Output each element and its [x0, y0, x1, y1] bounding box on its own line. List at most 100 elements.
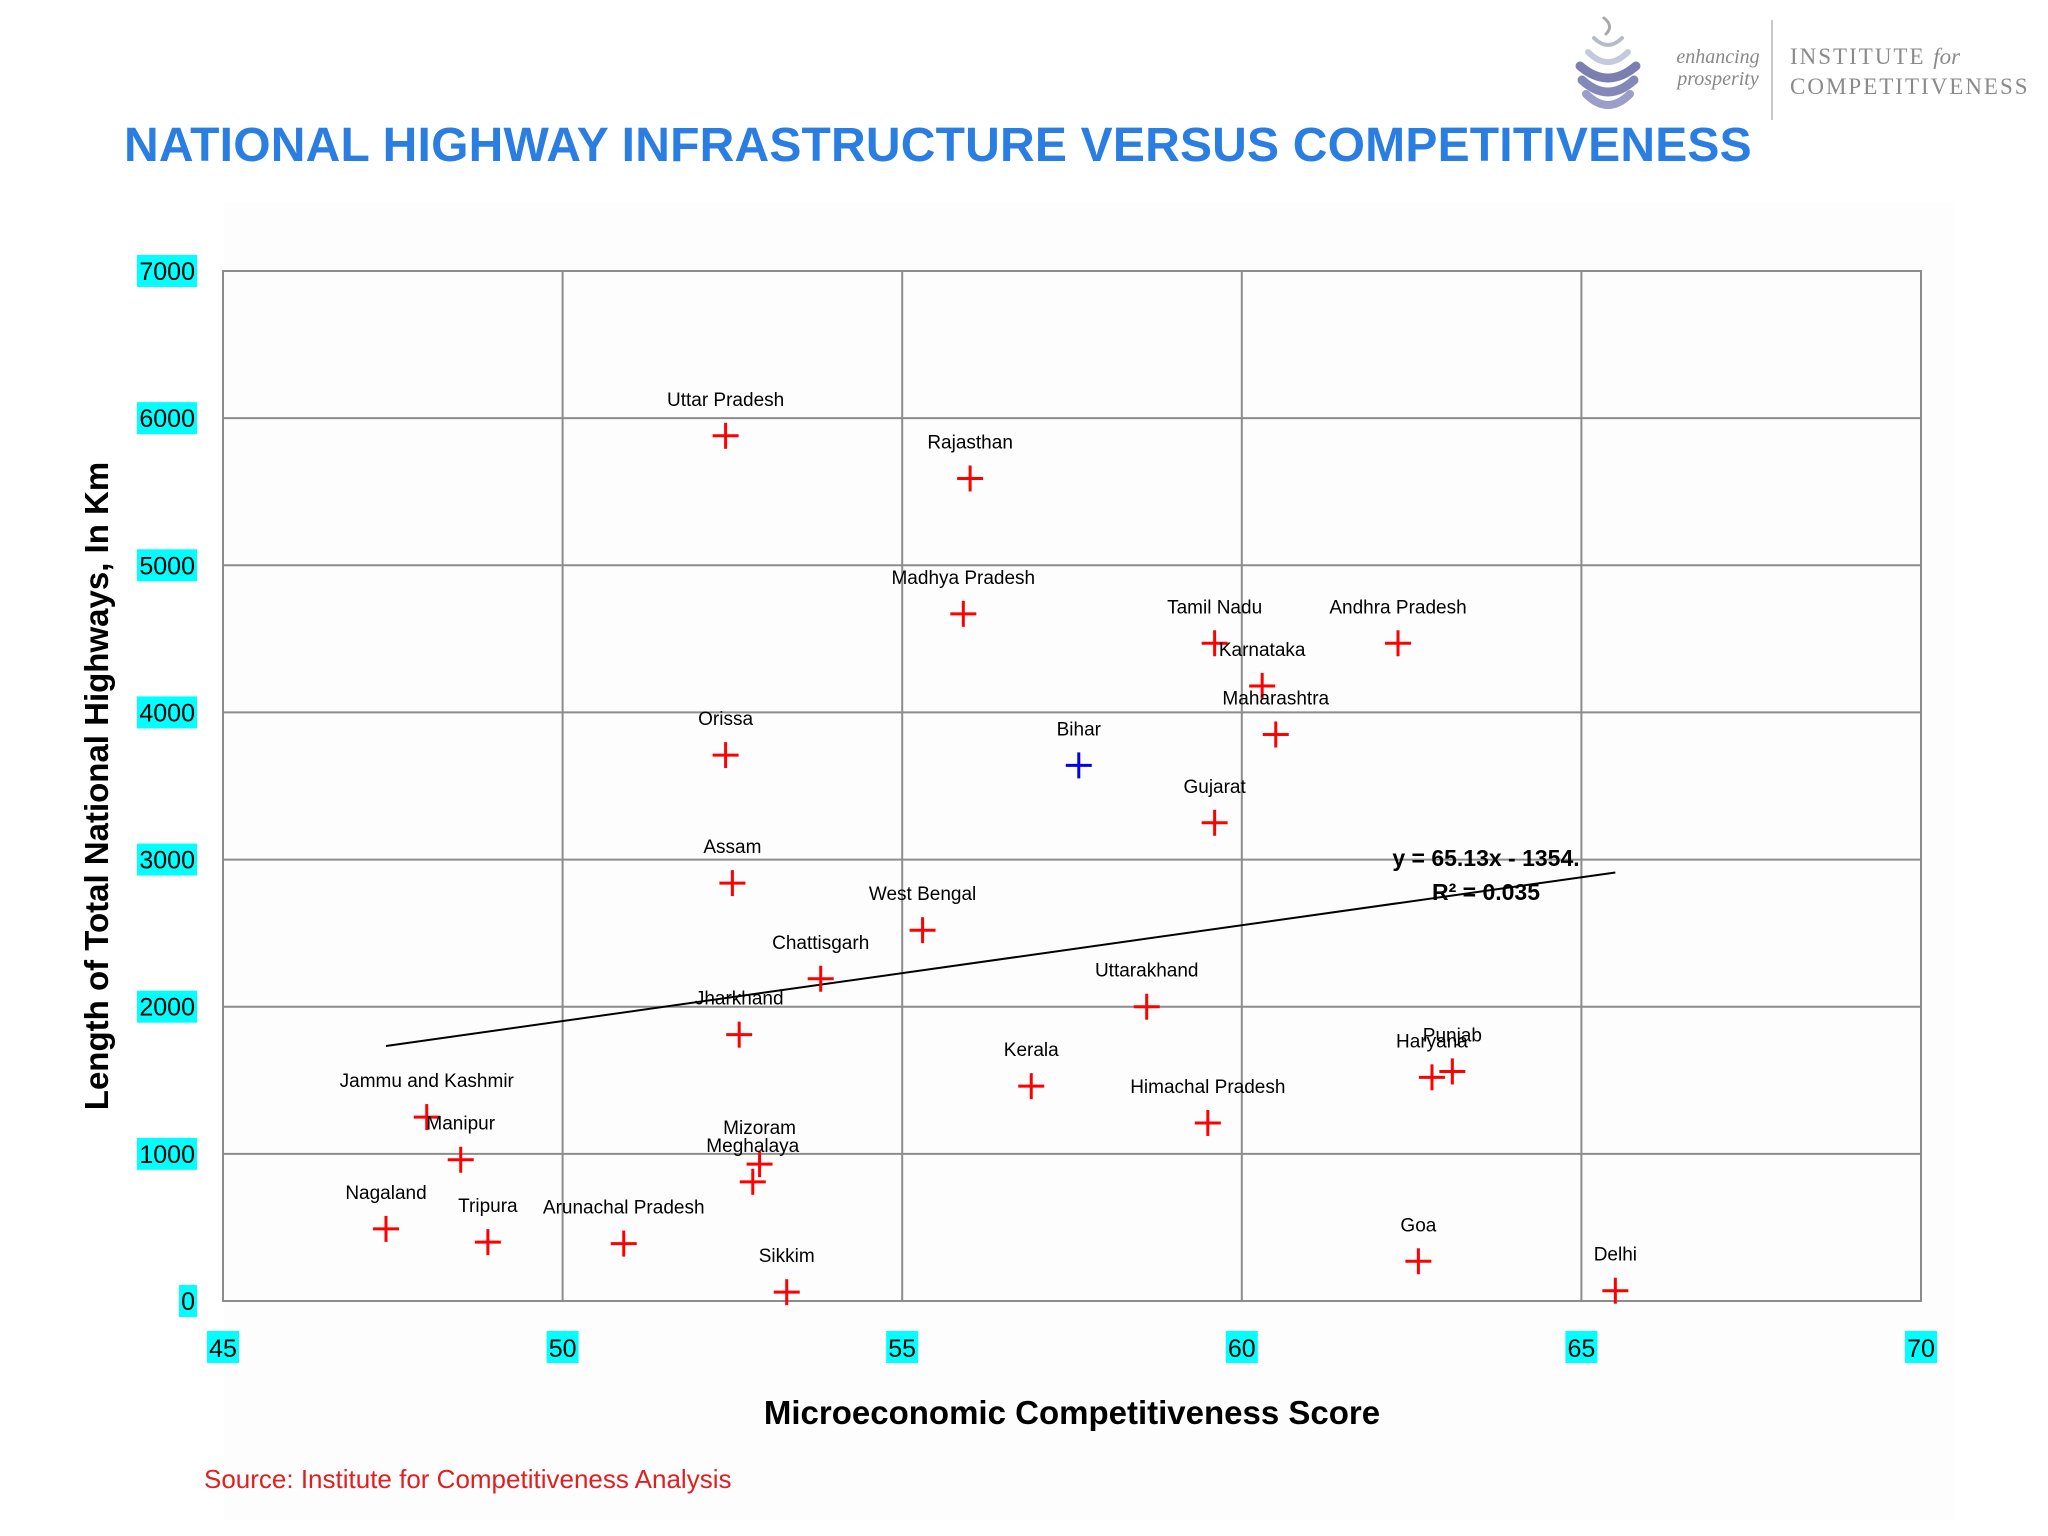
y-tick-label: 7000: [139, 258, 195, 286]
data-point: Orissa: [698, 709, 753, 769]
institute-logo: enhancing prosperity INSTITUTE for COMPE…: [1558, 8, 2038, 128]
x-tick-label: 55: [888, 1335, 916, 1363]
logo-divider: [1771, 20, 1773, 120]
trendline-r-squared: R² = 0.035: [1432, 879, 1540, 905]
y-tick-label-bg: [137, 402, 197, 435]
data-point: Tripura: [458, 1196, 518, 1256]
y-tick-label-bg: [137, 255, 197, 287]
point-label: Sikkim: [759, 1246, 815, 1267]
x-tick-label-bg: [886, 1331, 919, 1363]
data-point: Rajasthan: [927, 432, 1013, 492]
y-tick-label: 5000: [139, 552, 195, 580]
y-tick-label: 2000: [139, 994, 195, 1022]
data-point: Mizoram: [723, 1118, 796, 1178]
data-point: Assam: [703, 837, 761, 897]
point-label: Andhra Pradesh: [1329, 597, 1466, 618]
x-tick-label: 50: [549, 1335, 577, 1363]
y-tick-label: 0: [181, 1288, 195, 1316]
point-label: Assam: [703, 837, 761, 858]
point-label: Rajasthan: [927, 432, 1013, 453]
y-tick-label: 3000: [139, 847, 195, 875]
point-label: Haryana: [1396, 1031, 1468, 1052]
point-label: Karnataka: [1219, 640, 1306, 661]
data-point: Andhra Pradesh: [1329, 597, 1467, 657]
trendline: [385, 871, 1616, 1047]
data-point: Maharashtra: [1222, 689, 1330, 748]
point-label: West Bengal: [869, 884, 976, 905]
chart-points: Uttar Pradesh Rajasthan Madhya Pradesh Tami…: [340, 390, 1637, 1306]
x-tick-label-bg: [1905, 1331, 1937, 1363]
data-point: Kerala: [1004, 1040, 1059, 1100]
x-tick-label-bg: [1225, 1331, 1258, 1363]
point-label: Uttar Pradesh: [667, 390, 784, 411]
x-tick-label-bg: [546, 1331, 579, 1363]
data-point: Haryana: [1396, 1031, 1468, 1091]
logo-tagline: enhancing prosperity: [1676, 46, 1760, 90]
y-tick-label: 1000: [139, 1141, 195, 1169]
trendline-equation: y = 65.13x - 1354.: [1392, 845, 1579, 871]
y-tick-label: 6000: [139, 405, 195, 433]
point-label: Goa: [1400, 1215, 1436, 1236]
data-point: Nagaland: [345, 1183, 427, 1242]
point-label: Punjab: [1423, 1025, 1482, 1046]
data-point: Gujarat: [1183, 777, 1247, 836]
chart-backdrop: [224, 202, 1954, 1520]
point-label: Jharkhand: [695, 989, 784, 1010]
point-label: Uttarakhand: [1095, 961, 1199, 982]
chart-ticks: 45 50 55 60 65 70 0 1000 2000 3000 4000 5000 6000 700…: [137, 255, 1937, 1363]
data-point: Uttarakhand: [1095, 961, 1199, 1020]
x-axis-label: Microeconomic Competitiveness Score: [764, 1394, 1380, 1431]
x-tick-label-bg: [207, 1331, 239, 1363]
point-label: Chattisgarh: [772, 933, 869, 954]
point-label: Kerala: [1004, 1040, 1059, 1061]
data-point: Bihar: [1057, 719, 1102, 779]
logo-name: INSTITUTE for COMPETITIVENESS: [1790, 44, 2030, 99]
data-point: Sikkim: [759, 1246, 815, 1306]
data-point: West Bengal: [869, 884, 976, 944]
point-label: Maharashtra: [1222, 689, 1329, 710]
point-label: Himachal Pradesh: [1130, 1077, 1285, 1098]
data-point: Tamil Nadu: [1167, 597, 1262, 657]
data-point: Meghalaya: [706, 1136, 800, 1195]
point-label: Orissa: [698, 709, 753, 730]
point-label: Manipur: [426, 1114, 495, 1135]
y-tick-label-bg: [137, 1137, 197, 1170]
point-label: Nagaland: [345, 1183, 426, 1204]
point-label: Tripura: [458, 1196, 518, 1217]
source-note: Source: Institute for Competitiveness An…: [204, 1464, 732, 1494]
data-point: Arunachal Pradesh: [543, 1198, 705, 1257]
point-label: Arunachal Pradesh: [543, 1198, 705, 1219]
data-point: Punjab: [1423, 1025, 1482, 1085]
x-tick-label: 65: [1567, 1335, 1595, 1363]
y-axis-label: Length of Total National Highways, In Km: [78, 462, 115, 1110]
data-point: Chattisgarh: [772, 933, 869, 992]
point-label: Mizoram: [723, 1118, 796, 1139]
point-label: Jammu and Kashmir: [340, 1071, 515, 1092]
data-point: Manipur: [426, 1114, 496, 1173]
point-label: Tamil Nadu: [1167, 597, 1262, 618]
data-point: Jharkhand: [695, 989, 784, 1048]
x-tick-label: 70: [1907, 1335, 1935, 1363]
y-tick-label: 4000: [139, 699, 195, 727]
point-label: Gujarat: [1183, 777, 1246, 798]
data-point: Delhi: [1594, 1245, 1637, 1304]
y-tick-label-bg: [137, 696, 197, 729]
y-tick-label-bg: [137, 843, 197, 876]
point-label: Meghalaya: [706, 1136, 799, 1157]
x-tick-label-bg: [1565, 1331, 1598, 1363]
y-tick-label-bg: [137, 549, 197, 582]
data-point: Jammu and Kashmir: [340, 1071, 515, 1131]
data-point: Himachal Pradesh: [1130, 1077, 1285, 1136]
x-tick-label: 60: [1228, 1335, 1256, 1363]
point-label: Madhya Pradesh: [891, 568, 1035, 589]
y-tick-label-bg: [179, 1285, 197, 1317]
x-tick-label: 45: [209, 1335, 237, 1363]
data-point: Goa: [1400, 1215, 1437, 1275]
page-title: NATIONAL HIGHWAY INFRASTRUCTURE VERSUS C…: [124, 119, 1752, 172]
flame-logo-icon: [1575, 16, 1641, 109]
data-point: Madhya Pradesh: [891, 568, 1035, 627]
data-point: Karnataka: [1219, 640, 1306, 699]
chart-grid: [222, 270, 1922, 1302]
point-label: Bihar: [1057, 719, 1102, 740]
